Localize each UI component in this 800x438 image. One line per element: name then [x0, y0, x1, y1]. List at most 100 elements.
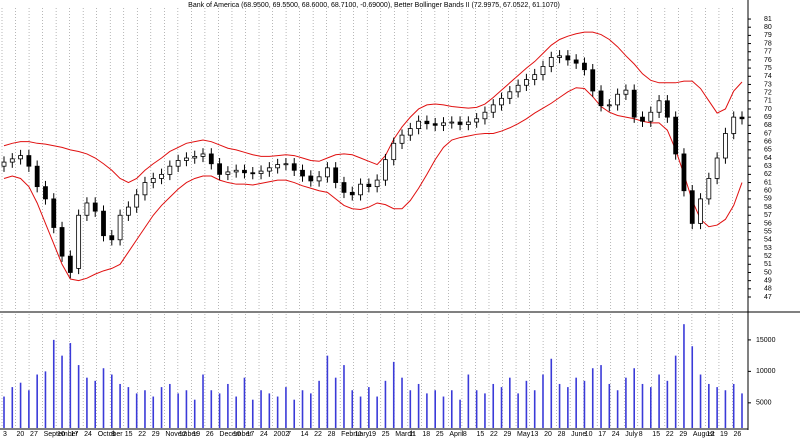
y-tick-label: 56 — [764, 220, 772, 227]
candle-body — [557, 55, 562, 58]
candle-body — [67, 255, 73, 273]
candle-body — [623, 89, 629, 95]
candle-body — [416, 120, 422, 129]
x-tick-label: 10 — [233, 431, 241, 438]
x-tick-label: 28 — [328, 431, 336, 438]
candle-body — [457, 121, 463, 125]
y-tick-label: 59 — [764, 196, 772, 203]
x-tick-label: October — [98, 431, 124, 438]
candle-body — [200, 153, 206, 157]
x-tick-label: 8 — [111, 431, 115, 438]
candle-body — [399, 134, 405, 144]
y-tick-label: 74 — [764, 73, 772, 80]
candle-body — [615, 93, 621, 106]
x-tick-label: May — [517, 431, 531, 438]
y-tick-label: 61 — [764, 179, 772, 186]
x-tick-label: February — [341, 431, 370, 438]
candle-body — [590, 69, 596, 92]
y-tick-label: 54 — [764, 237, 772, 244]
y-tick-label: 79 — [764, 32, 772, 39]
candle-body — [706, 178, 712, 200]
candle-body — [18, 155, 23, 160]
x-tick-label: 12 — [179, 431, 187, 438]
chart-title: Bank of America (68.9500, 69.5500, 68.60… — [188, 2, 560, 9]
x-tick-label: 19 — [192, 431, 200, 438]
candle-body — [366, 183, 372, 188]
candle-body — [217, 163, 222, 175]
candle-body — [739, 116, 745, 120]
volume-tick-label: 15000 — [756, 337, 776, 344]
candle-body — [349, 191, 355, 196]
candle-body — [167, 165, 173, 175]
x-tick-label: November — [165, 431, 198, 438]
volume-tick-label: 10000 — [756, 368, 776, 375]
candle-body — [233, 169, 239, 173]
candle-body — [225, 171, 231, 175]
x-tick-label: 11 — [409, 431, 416, 438]
candle-body — [192, 155, 198, 159]
y-tick-label: 50 — [764, 269, 772, 276]
y-tick-label: 78 — [764, 40, 772, 47]
candle-body — [117, 214, 123, 241]
x-tick-label: August — [693, 431, 715, 438]
candle-body — [383, 159, 388, 181]
x-tick-label: 3 — [3, 431, 7, 438]
x-tick-label: 28 — [558, 431, 566, 438]
x-tick-label: 8 — [639, 431, 643, 438]
candle-body — [134, 194, 140, 208]
x-tick-label: 14 — [301, 431, 309, 438]
volume-tick-label: 5000 — [756, 400, 772, 407]
candle-body — [565, 55, 571, 61]
x-tick-label: 26 — [206, 431, 214, 438]
candle-body — [184, 157, 189, 161]
y-tick-label: 63 — [764, 163, 772, 170]
candle-body — [374, 179, 380, 188]
candle-body — [673, 116, 679, 155]
y-tick-label: 52 — [764, 253, 772, 260]
y-tick-label: 49 — [764, 277, 772, 284]
x-tick-label: 12 — [706, 431, 714, 438]
candle-body — [9, 158, 15, 163]
x-tick-label: 7 — [287, 431, 291, 438]
candle-body — [258, 170, 264, 174]
candle-body — [482, 111, 488, 120]
candle-body — [125, 206, 131, 216]
x-tick-label: 22 — [314, 431, 322, 438]
x-tick-label: 2002 — [274, 431, 290, 438]
x-tick-label: 22 — [490, 431, 498, 438]
x-tick-label: 26 — [733, 431, 741, 438]
candle-body — [648, 111, 654, 122]
candle-body — [59, 227, 65, 257]
candle-body — [308, 175, 314, 182]
candle-body — [76, 214, 82, 269]
candle-body — [548, 57, 554, 67]
candle-body — [109, 235, 115, 241]
y-tick-label: 72 — [764, 89, 772, 96]
candle-body — [333, 167, 339, 183]
x-tick-label: 24 — [260, 431, 268, 438]
y-tick-label: 77 — [764, 49, 772, 56]
y-tick-label: 53 — [764, 245, 772, 252]
x-tick-label: March — [395, 431, 415, 438]
candle-body — [316, 176, 322, 182]
candle-body — [474, 118, 480, 123]
x-tick-label: 27 — [30, 431, 38, 438]
candle-body — [714, 157, 720, 179]
candle-body — [490, 104, 496, 113]
x-tick-label: 22 — [138, 431, 146, 438]
bollinger-upper — [3, 31, 743, 184]
candle-body — [242, 169, 247, 174]
candle-body — [449, 121, 455, 124]
candle-body — [698, 198, 703, 224]
candle-body — [441, 122, 446, 126]
x-tick-label: 15 — [652, 431, 660, 438]
candle-body — [142, 182, 148, 196]
candle-body — [291, 163, 297, 171]
y-tick-label: 65 — [764, 147, 772, 154]
candle-body — [573, 59, 579, 64]
candle-body — [101, 210, 106, 237]
candle-body — [656, 100, 662, 113]
x-tick-label: 17 — [246, 431, 254, 438]
bollinger-lower — [3, 87, 743, 282]
